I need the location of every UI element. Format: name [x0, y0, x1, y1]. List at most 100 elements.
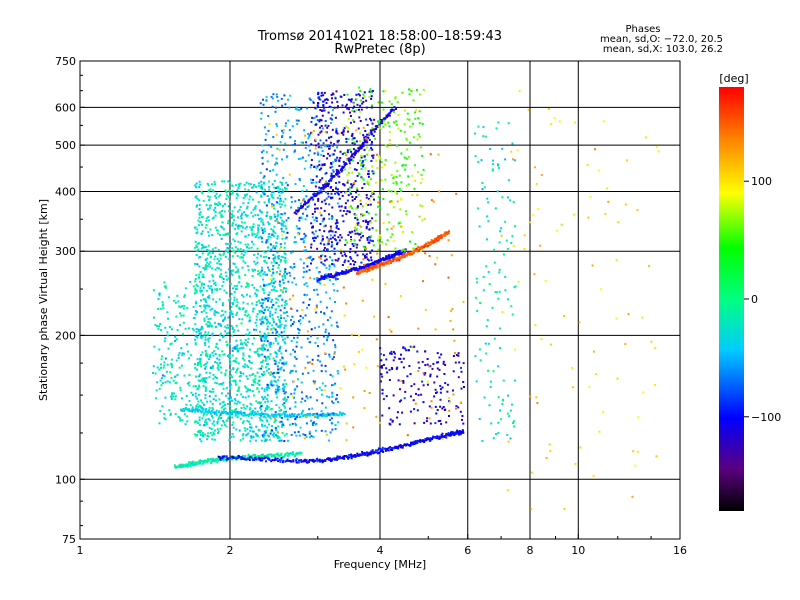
data-point [231, 224, 234, 227]
data-point [476, 310, 479, 312]
data-point [487, 369, 490, 372]
data-point [276, 215, 279, 218]
data-point [324, 328, 327, 331]
data-point [246, 205, 249, 208]
data-point [247, 313, 250, 316]
data-point [271, 285, 274, 288]
data-point [305, 422, 308, 425]
chart-title: Tromsø 20141021 18:58:00–18:59:43 [257, 29, 502, 44]
data-point [194, 392, 197, 395]
data-point [337, 421, 340, 424]
data-point [277, 266, 280, 269]
data-point [228, 299, 231, 302]
data-point [261, 419, 264, 422]
data-point [321, 402, 324, 405]
data-point [351, 109, 354, 112]
data-point [241, 294, 243, 297]
data-point [280, 97, 283, 100]
data-point [335, 127, 338, 130]
data-point [295, 370, 297, 373]
data-point [624, 203, 627, 206]
data-point [247, 415, 250, 417]
data-point [331, 375, 334, 378]
data-point [497, 164, 499, 167]
data-point [489, 386, 492, 388]
data-point [300, 452, 303, 455]
data-point [270, 343, 272, 345]
data-point [500, 234, 503, 237]
data-point [301, 238, 304, 240]
data-point [366, 133, 369, 136]
data-point [385, 358, 388, 361]
data-point [196, 364, 199, 367]
data-point [253, 459, 256, 462]
data-point [218, 253, 221, 256]
data-point [265, 168, 268, 171]
data-point [307, 372, 310, 375]
data-point [261, 317, 264, 320]
data-point [346, 241, 349, 244]
data-point [475, 380, 478, 383]
data-point [182, 314, 185, 317]
data-point [360, 213, 363, 216]
data-point [239, 410, 242, 413]
data-point [242, 354, 245, 357]
data-point [198, 280, 201, 283]
data-point [223, 353, 226, 356]
data-point [211, 438, 214, 441]
data-point [329, 166, 332, 169]
data-point [369, 203, 372, 206]
data-point [267, 456, 269, 459]
data-point [308, 459, 311, 461]
data-point [371, 133, 374, 136]
data-point [275, 332, 278, 335]
data-point [271, 317, 274, 320]
data-point [159, 307, 162, 310]
data-point [304, 314, 307, 317]
data-point [441, 435, 444, 438]
data-point [208, 196, 211, 199]
data-point [261, 459, 264, 462]
data-point [365, 267, 368, 270]
data-point [298, 434, 301, 437]
data-point [272, 244, 275, 247]
data-point [363, 155, 366, 158]
data-point [447, 230, 450, 233]
data-point [477, 160, 480, 163]
data-point [372, 262, 375, 265]
data-point [247, 337, 250, 340]
data-point [360, 261, 363, 264]
data-point [274, 457, 277, 460]
data-point [342, 183, 345, 186]
data-point [215, 311, 218, 314]
data-point [199, 211, 202, 214]
data-point [231, 328, 234, 331]
data-point [325, 182, 328, 185]
data-point [394, 247, 397, 250]
data-point [194, 262, 197, 265]
data-point [279, 270, 282, 273]
data-point [273, 213, 276, 216]
data-point [391, 368, 394, 370]
data-point [284, 274, 286, 277]
data-point [549, 449, 552, 452]
data-point [416, 138, 419, 141]
data-point [422, 168, 425, 171]
data-point [327, 183, 330, 186]
data-point [461, 415, 464, 417]
data-point [261, 457, 264, 460]
data-point [476, 281, 479, 284]
data-point [219, 194, 222, 197]
data-point [284, 268, 287, 271]
data-point [244, 193, 247, 196]
data-point [312, 369, 315, 372]
data-point [249, 423, 251, 426]
data-point [263, 332, 266, 335]
data-point [260, 347, 263, 350]
data-point [302, 241, 305, 244]
data-point [219, 427, 222, 430]
data-point [280, 323, 283, 326]
data-point [311, 216, 314, 219]
data-point [183, 304, 186, 307]
data-point [209, 323, 212, 326]
